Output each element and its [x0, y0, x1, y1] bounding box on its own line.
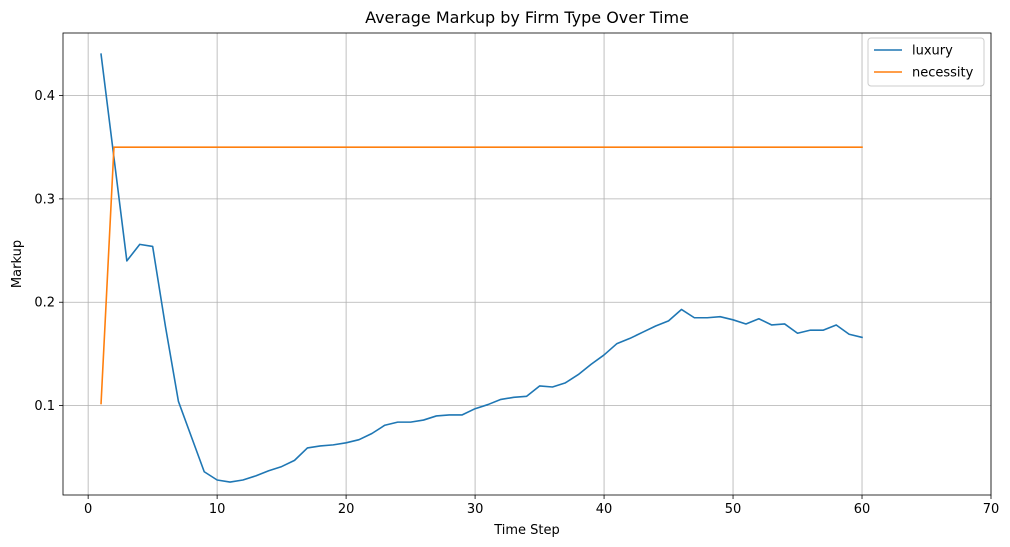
chart-title: Average Markup by Firm Type Over Time [365, 8, 689, 27]
x-tick-label: 10 [209, 502, 226, 517]
series-line-necessity [100, 146, 863, 405]
series-lines [100, 53, 863, 483]
x-tick-label: 70 [983, 502, 1000, 517]
y-tick-label: 0.4 [34, 89, 55, 104]
y-tick-label: 0.2 [34, 296, 55, 311]
x-tick-label: 60 [854, 502, 871, 517]
grid [63, 33, 992, 495]
y-axis-label: Markup [10, 240, 25, 288]
legend-label-necessity: necessity [912, 66, 974, 81]
series-line-luxury [100, 53, 863, 483]
x-tick-label: 30 [467, 502, 484, 517]
x-tick-label: 20 [338, 502, 355, 517]
axis-ticks: 0 10 20 30 40 50 60 70 0.1 0.2 0.3 0.4 [34, 89, 999, 517]
y-tick-label: 0.3 [34, 192, 55, 207]
legend: luxury necessity [867, 37, 985, 87]
plot-frame [62, 32, 992, 496]
y-tick-label: 0.1 [34, 399, 55, 414]
x-tick-label: 0 [84, 502, 92, 517]
x-axis-label: Time Step [493, 523, 560, 538]
legend-label-luxury: luxury [912, 44, 953, 59]
x-tick-label: 40 [596, 502, 613, 517]
x-tick-label: 50 [725, 502, 742, 517]
